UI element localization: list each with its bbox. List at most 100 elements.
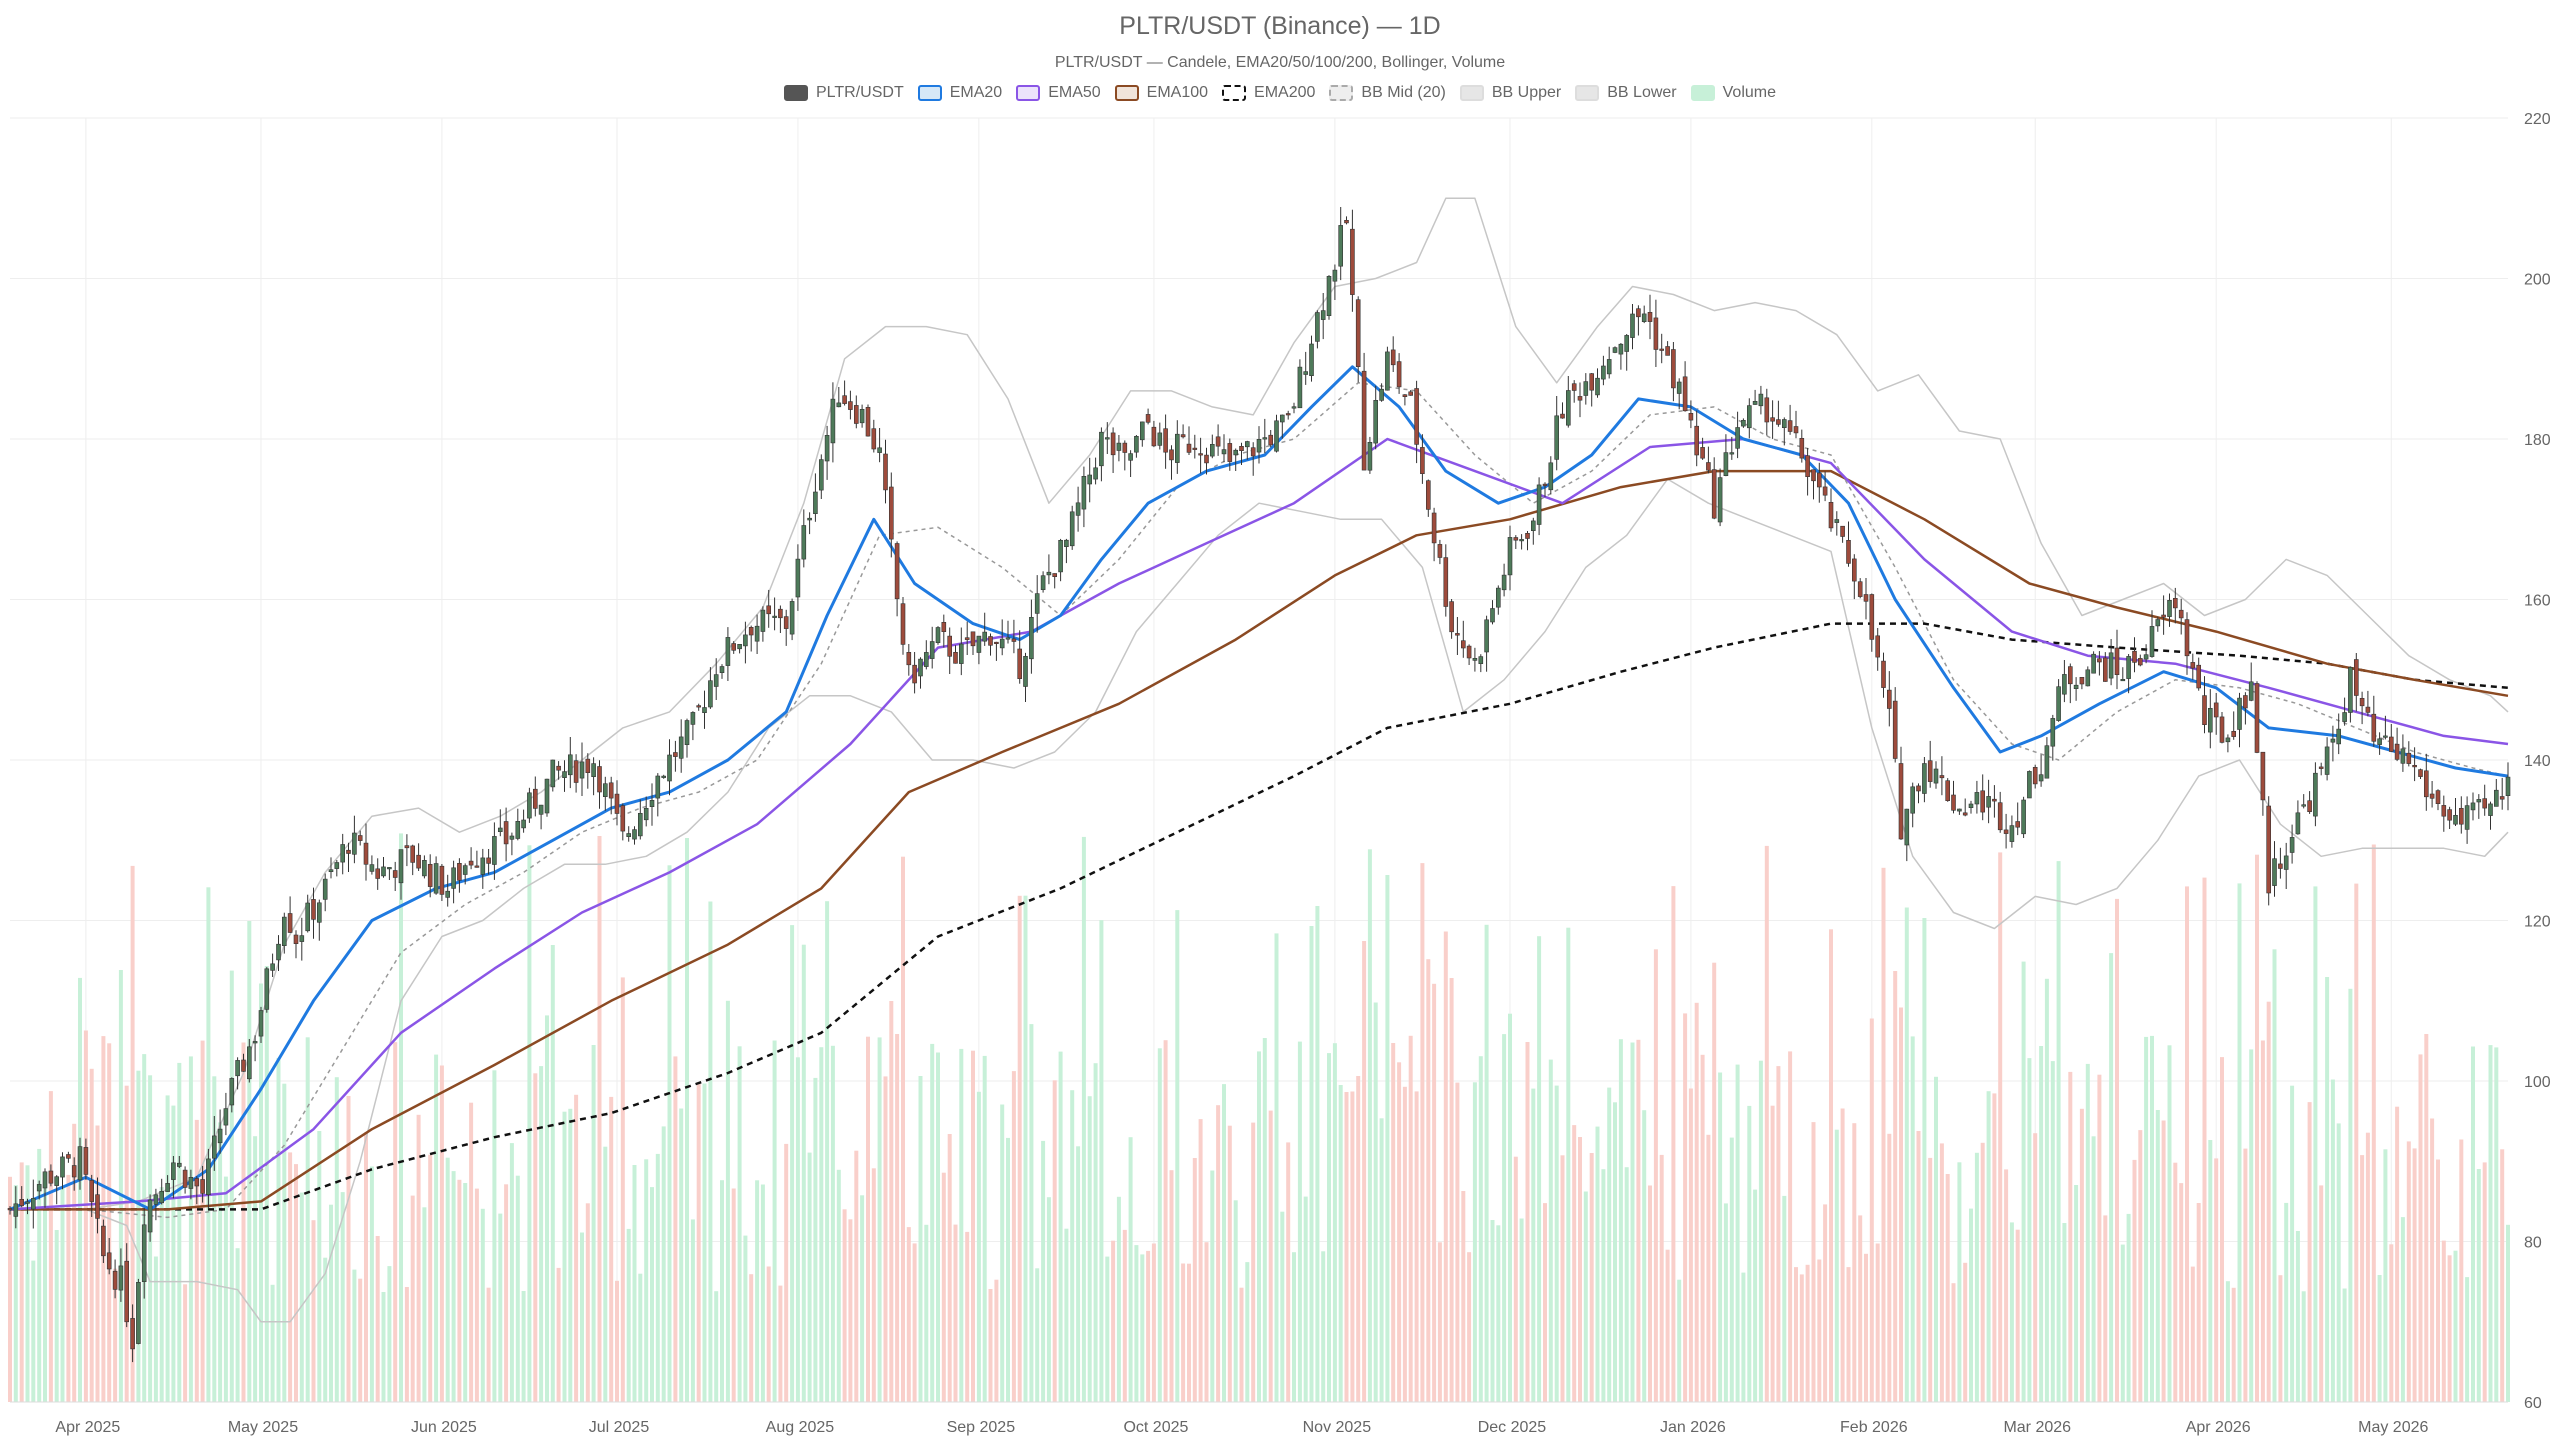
- candle-body: [2371, 713, 2377, 742]
- candle-body: [795, 558, 801, 598]
- volume-bar: [1700, 1054, 1705, 1402]
- volume-bar: [755, 1180, 760, 1402]
- candle-body: [1052, 573, 1057, 578]
- candle-body: [1180, 434, 1186, 438]
- legend-item-bb-mid-20[interactable]: BB Mid (20): [1329, 84, 1446, 102]
- legend-item-ema100[interactable]: EMA100: [1114, 84, 1208, 102]
- volume-bar: [2447, 1255, 2452, 1402]
- volume-bar: [439, 1065, 444, 1402]
- volume-bar: [130, 865, 135, 1402]
- volume-bar: [1811, 1122, 1816, 1402]
- legend-item-ema50[interactable]: EMA50: [1016, 84, 1101, 102]
- candle-body: [807, 517, 812, 521]
- candle-body: [2260, 751, 2266, 801]
- volume-bar: [1974, 1152, 1979, 1402]
- candle-body: [1484, 619, 1489, 653]
- candle-body: [2307, 800, 2312, 813]
- volume-bar: [2208, 1140, 2213, 1402]
- candle-body: [1536, 484, 1542, 525]
- candle-body: [2155, 619, 2161, 627]
- candle-body: [1951, 794, 1956, 811]
- volume-bar: [60, 1187, 65, 1402]
- candle-body: [7, 1208, 13, 1211]
- candle-body: [322, 878, 328, 900]
- candle-body: [95, 1194, 100, 1219]
- volume-bar: [1187, 1263, 1191, 1402]
- volume-bar: [1035, 1268, 1040, 1402]
- candle-body: [684, 720, 690, 746]
- candle-body: [2418, 769, 2423, 777]
- candle-body: [1846, 539, 1851, 564]
- legend-item-volume[interactable]: Volume: [1690, 84, 1776, 102]
- candle-body: [2003, 829, 2009, 834]
- volume-bar: [2027, 1058, 2032, 1402]
- volume-bar: [445, 1157, 450, 1402]
- candle-body: [2278, 863, 2283, 869]
- volume-bar: [2412, 1148, 2417, 1402]
- candle-body: [789, 601, 795, 635]
- candle-body: [106, 1252, 112, 1270]
- candle-body: [1501, 574, 1507, 591]
- candle-body: [1986, 796, 1991, 808]
- legend-item-ema200[interactable]: EMA200: [1222, 84, 1315, 102]
- volume-bar: [1764, 845, 1769, 1402]
- volume-bar: [1239, 1287, 1244, 1402]
- candle-body: [1717, 477, 1723, 523]
- volume-bar: [667, 865, 672, 1402]
- candle-body: [480, 857, 486, 875]
- volume-bar: [1508, 1013, 1512, 1402]
- candle-body: [252, 1041, 258, 1044]
- volume-bar: [2400, 1217, 2405, 1402]
- candle-body: [89, 1180, 94, 1202]
- volume-bar: [54, 1230, 59, 1402]
- legend-item-bb-upper[interactable]: BB Upper: [1459, 84, 1561, 102]
- volume-bar: [13, 1185, 18, 1402]
- legend-item-pltr-usdt[interactable]: PLTR/USDT: [784, 84, 904, 102]
- volume-bar: [2220, 1057, 2224, 1402]
- candle-body: [1151, 426, 1157, 447]
- candle-body: [2406, 752, 2412, 764]
- volume-bar: [1969, 1208, 1973, 1402]
- volume-bar: [574, 1094, 579, 1402]
- volume-bar: [1484, 924, 1489, 1402]
- candle-body: [346, 849, 351, 854]
- candle-body: [521, 819, 526, 829]
- volume-bar: [2155, 1110, 2160, 1402]
- volume-bar: [2342, 1288, 2347, 1402]
- volume-bar: [749, 1274, 754, 1402]
- volume-bar: [2453, 1250, 2458, 1402]
- candle-body: [241, 1059, 246, 1072]
- candle-body: [1315, 312, 1320, 342]
- volume-bar: [381, 1292, 386, 1402]
- volume-bar: [1636, 1039, 1641, 1402]
- volume-bar: [1210, 1170, 1215, 1402]
- candle-body: [2283, 855, 2289, 870]
- volume-bar: [393, 1042, 398, 1402]
- volume-bar: [1181, 1263, 1186, 1402]
- legend-item-bb-lower[interactable]: BB Lower: [1575, 84, 1677, 102]
- chart-title: PLTR/USDT (Binance) — 1D: [1119, 12, 1441, 40]
- candle-body: [2394, 743, 2400, 760]
- candle-body: [2435, 790, 2441, 804]
- volume-bar: [1554, 1085, 1559, 1402]
- ema100-line: [10, 469, 2509, 1211]
- candle-body: [637, 812, 643, 837]
- volume-bar: [1350, 1091, 1355, 1402]
- volume-bar: [1268, 1110, 1273, 1402]
- candle-body: [2038, 774, 2044, 782]
- candle-body: [1974, 792, 1980, 805]
- volume-bar: [1665, 1249, 1670, 1402]
- candle-body: [737, 643, 742, 650]
- candle-body: [2056, 686, 2061, 721]
- volume-bar: [1648, 1185, 1652, 1402]
- volume-bar: [2260, 1040, 2265, 1402]
- candle-body: [906, 651, 912, 666]
- volume-bar: [399, 833, 403, 1402]
- volume-bar: [1823, 1204, 1828, 1402]
- volume-bar: [2348, 988, 2353, 1402]
- candle-body: [848, 401, 853, 410]
- volume-bar: [801, 944, 806, 1402]
- legend-item-ema20[interactable]: EMA20: [917, 84, 1002, 102]
- volume-bar: [1805, 1264, 1810, 1402]
- volume-bar: [1753, 1189, 1758, 1402]
